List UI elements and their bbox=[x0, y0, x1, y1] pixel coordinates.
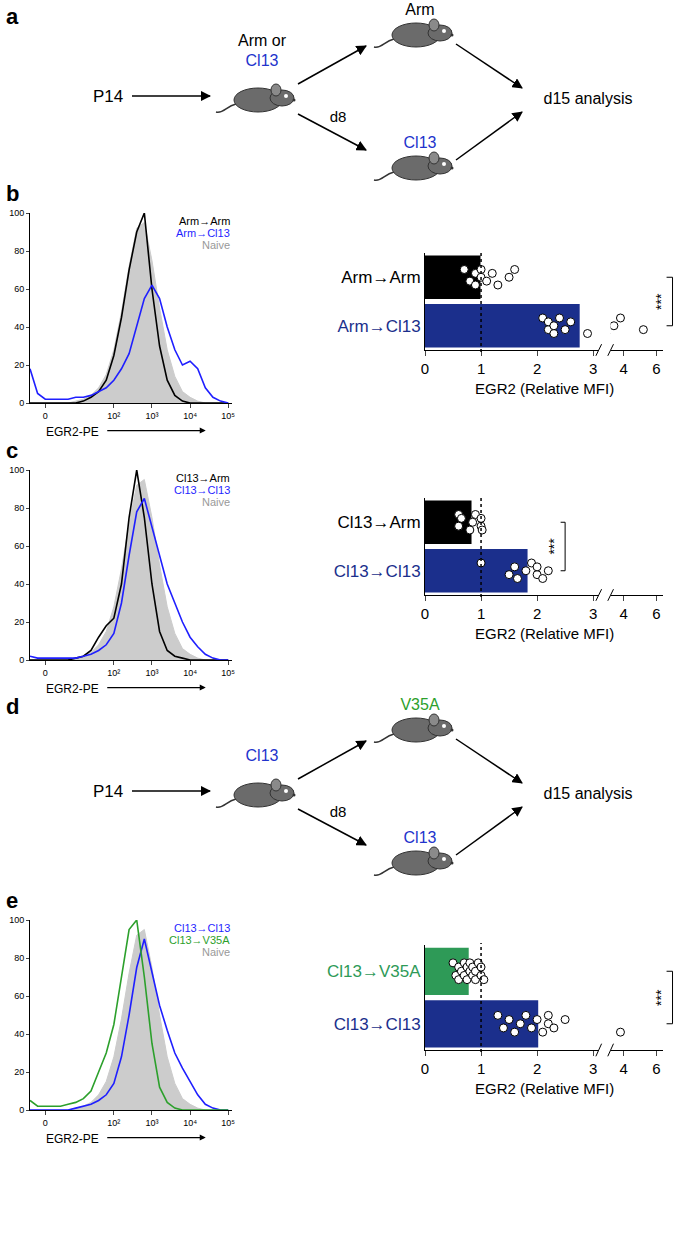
svg-text:0: 0 bbox=[19, 1105, 24, 1115]
svg-text:100: 100 bbox=[9, 915, 24, 925]
svg-text:Cl13→Cl13: Cl13→Cl13 bbox=[334, 1015, 421, 1034]
svg-text:d15 analysis: d15 analysis bbox=[544, 90, 633, 107]
svg-text:80: 80 bbox=[14, 953, 24, 963]
svg-text:80: 80 bbox=[14, 503, 24, 513]
svg-text:0: 0 bbox=[421, 605, 429, 622]
svg-text:0: 0 bbox=[19, 655, 24, 665]
svg-text:d8: d8 bbox=[330, 803, 347, 820]
svg-text:0: 0 bbox=[43, 668, 48, 678]
svg-text:Cl13: Cl13 bbox=[246, 747, 279, 764]
svg-text:Cl13→V35A: Cl13→V35A bbox=[327, 962, 421, 981]
svg-text:Cl13→Cl13: Cl13→Cl13 bbox=[174, 922, 230, 934]
svg-text:Cl13→Arm: Cl13→Arm bbox=[176, 472, 230, 484]
html-text:d: d bbox=[6, 694, 20, 719]
svg-text:10³: 10³ bbox=[145, 411, 158, 421]
svg-text:Arm→Arm: Arm→Arm bbox=[179, 215, 230, 227]
svg-text:0: 0 bbox=[19, 398, 24, 408]
svg-text:Naive: Naive bbox=[202, 239, 230, 251]
svg-text:100: 100 bbox=[9, 465, 24, 475]
svg-text:40: 40 bbox=[14, 322, 24, 332]
html-text:c: c bbox=[6, 438, 19, 463]
svg-text:1: 1 bbox=[477, 360, 485, 377]
svg-text:d15 analysis: d15 analysis bbox=[544, 785, 633, 802]
svg-text:6: 6 bbox=[652, 605, 660, 622]
svg-text:80: 80 bbox=[14, 246, 24, 256]
svg-text:0: 0 bbox=[43, 411, 48, 421]
svg-text:40: 40 bbox=[14, 579, 24, 589]
svg-text:***: *** bbox=[653, 989, 669, 1006]
svg-text:60: 60 bbox=[14, 541, 24, 551]
svg-text:0: 0 bbox=[43, 1118, 48, 1128]
svg-text:60: 60 bbox=[14, 284, 24, 294]
svg-text:60: 60 bbox=[14, 991, 24, 1001]
svg-text:10²: 10² bbox=[107, 411, 120, 421]
html-text:a: a bbox=[6, 4, 19, 29]
svg-text:10⁴: 10⁴ bbox=[183, 668, 197, 678]
svg-text:1: 1 bbox=[477, 605, 485, 622]
svg-text:3: 3 bbox=[589, 605, 597, 622]
svg-text:10²: 10² bbox=[107, 668, 120, 678]
svg-text:EGR2-PE: EGR2-PE bbox=[46, 682, 99, 696]
svg-text:Naive: Naive bbox=[202, 496, 230, 508]
svg-text:3: 3 bbox=[589, 360, 597, 377]
svg-text:V35A: V35A bbox=[400, 696, 439, 713]
svg-text:Arm→Cl13: Arm→Cl13 bbox=[176, 227, 230, 239]
svg-text:d8: d8 bbox=[330, 108, 347, 125]
svg-text:Cl13→Arm: Cl13→Arm bbox=[337, 513, 420, 532]
html-text:b: b bbox=[6, 181, 20, 206]
svg-text:Arm→Arm: Arm→Arm bbox=[341, 268, 420, 287]
svg-text:100: 100 bbox=[9, 208, 24, 218]
svg-text:Arm or: Arm or bbox=[238, 32, 287, 49]
svg-text:4: 4 bbox=[620, 605, 628, 622]
svg-text:P14: P14 bbox=[93, 87, 123, 106]
svg-text:2: 2 bbox=[533, 605, 541, 622]
svg-text:Cl13: Cl13 bbox=[246, 52, 279, 69]
svg-text:10⁴: 10⁴ bbox=[183, 1118, 197, 1128]
svg-text:6: 6 bbox=[652, 360, 660, 377]
svg-text:20: 20 bbox=[14, 617, 24, 627]
svg-text:Cl13: Cl13 bbox=[404, 134, 437, 151]
svg-text:20: 20 bbox=[14, 360, 24, 370]
svg-text:EGR2 (Relative MFI): EGR2 (Relative MFI) bbox=[475, 625, 614, 642]
svg-text:***: *** bbox=[653, 293, 669, 310]
svg-text:10³: 10³ bbox=[145, 1118, 158, 1128]
svg-text:4: 4 bbox=[620, 1060, 628, 1077]
svg-text:10⁴: 10⁴ bbox=[183, 411, 197, 421]
svg-text:1: 1 bbox=[477, 1060, 485, 1077]
svg-text:2: 2 bbox=[533, 1060, 541, 1077]
svg-text:6: 6 bbox=[652, 1060, 660, 1077]
svg-text:40: 40 bbox=[14, 1029, 24, 1039]
svg-text:EGR2-PE: EGR2-PE bbox=[46, 1132, 99, 1146]
svg-text:10²: 10² bbox=[107, 1118, 120, 1128]
html-text:e: e bbox=[6, 888, 19, 913]
svg-text:10⁵: 10⁵ bbox=[221, 1118, 235, 1128]
svg-text:10⁵: 10⁵ bbox=[221, 411, 235, 421]
svg-text:10⁵: 10⁵ bbox=[221, 668, 235, 678]
svg-text:Arm→Cl13: Arm→Cl13 bbox=[337, 317, 420, 336]
svg-text:***: *** bbox=[546, 538, 562, 555]
svg-text:EGR2 (Relative MFI): EGR2 (Relative MFI) bbox=[475, 1080, 614, 1097]
svg-text:Cl13: Cl13 bbox=[404, 829, 437, 846]
svg-text:2: 2 bbox=[533, 360, 541, 377]
svg-text:4: 4 bbox=[620, 360, 628, 377]
svg-text:0: 0 bbox=[421, 1060, 429, 1077]
svg-text:EGR2 (Relative MFI): EGR2 (Relative MFI) bbox=[475, 380, 614, 397]
svg-text:Naive: Naive bbox=[202, 946, 230, 958]
svg-text:20: 20 bbox=[14, 1067, 24, 1077]
svg-text:P14: P14 bbox=[93, 782, 123, 801]
svg-text:Cl13→Cl13: Cl13→Cl13 bbox=[334, 562, 421, 581]
svg-text:EGR2-PE: EGR2-PE bbox=[46, 425, 99, 439]
svg-text:10³: 10³ bbox=[145, 668, 158, 678]
svg-text:Arm: Arm bbox=[405, 1, 434, 18]
svg-text:Cl13→Cl13: Cl13→Cl13 bbox=[174, 484, 230, 496]
svg-text:3: 3 bbox=[589, 1060, 597, 1077]
svg-text:Cl13→V35A: Cl13→V35A bbox=[169, 934, 230, 946]
svg-text:0: 0 bbox=[421, 360, 429, 377]
